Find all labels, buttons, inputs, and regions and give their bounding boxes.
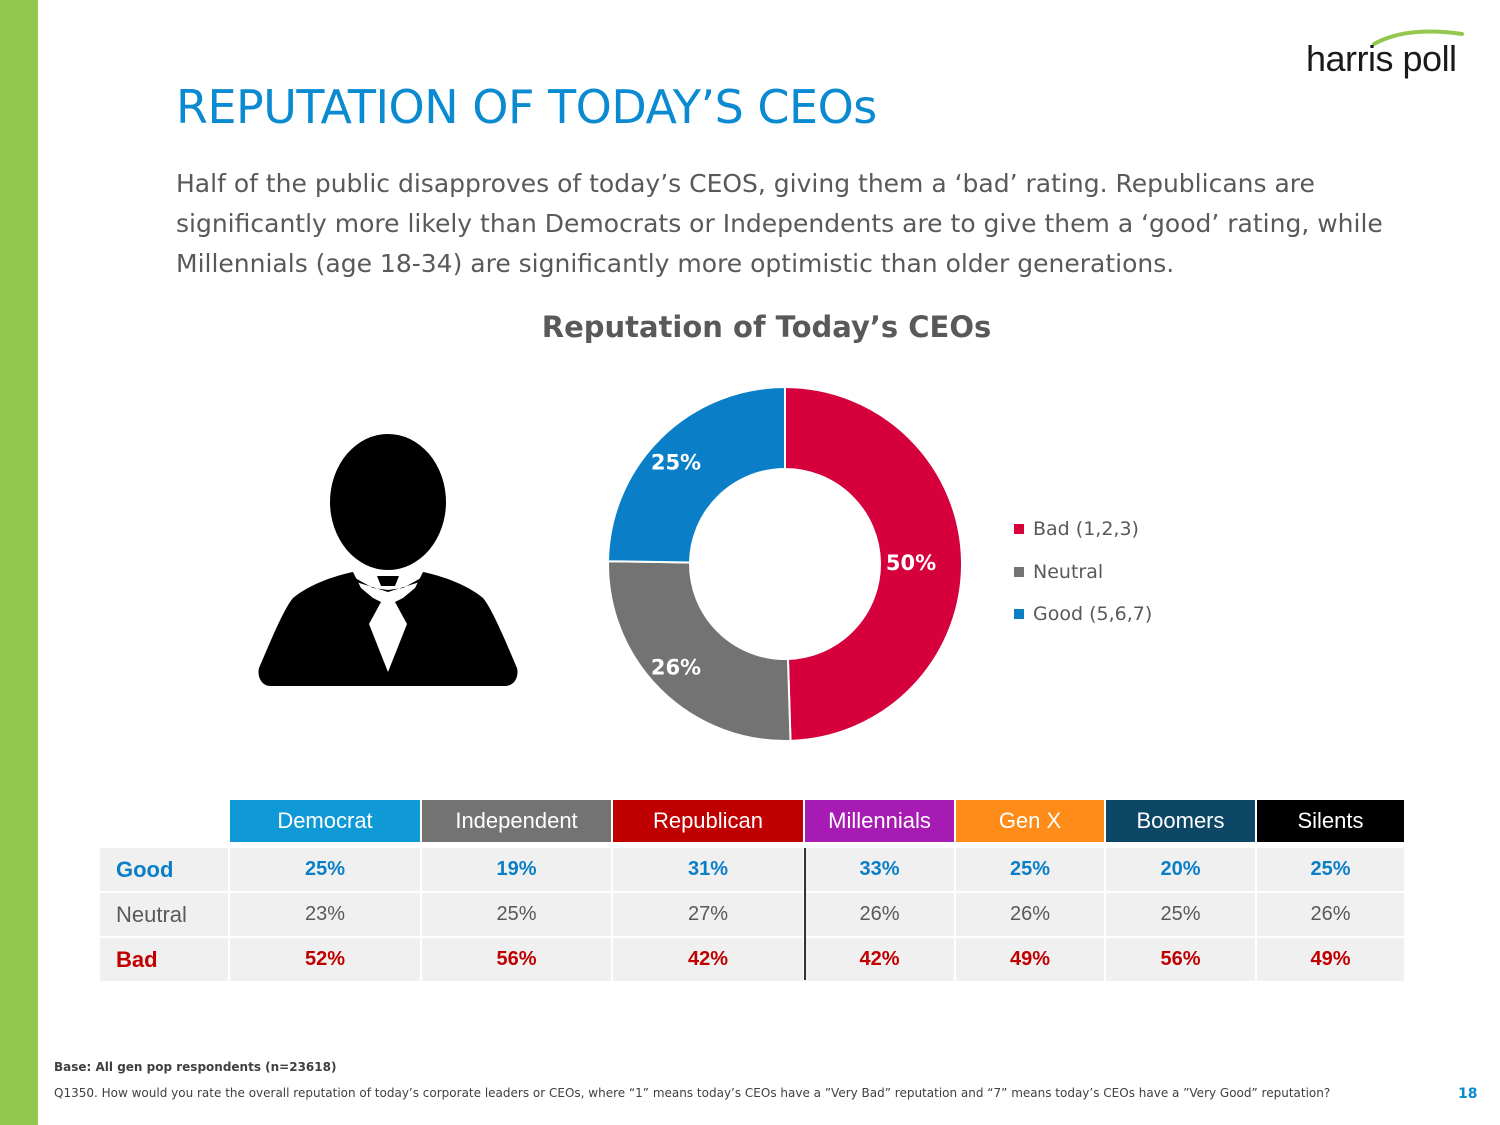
table-cell: 42% <box>805 938 956 981</box>
table-cell: 25% <box>230 848 422 891</box>
legend-item-good: Good (5,6,7) <box>1014 593 1152 636</box>
legend-label-good: Good (5,6,7) <box>1033 603 1153 626</box>
table-cell: 49% <box>956 938 1106 981</box>
legend-item-neutral: Neutral <box>1014 551 1152 594</box>
donut-chart: 50% 26% 25% <box>607 385 963 742</box>
table-cell: 25% <box>1257 848 1406 891</box>
header-boomers: Boomers <box>1106 800 1257 842</box>
footnote-question: Q1350. How would you rate the overall re… <box>54 1086 1331 1100</box>
table-header-row: Democrat Independent Republican Millenni… <box>100 800 1406 842</box>
side-accent-bar <box>0 0 38 1125</box>
table-cell: 20% <box>1106 848 1257 891</box>
legend-label-bad: Bad (1,2,3) <box>1033 518 1139 541</box>
header-millennials: Millennials <box>805 800 956 842</box>
table-cell: 25% <box>422 893 613 936</box>
table-cell: 56% <box>1106 938 1257 981</box>
table-cell: 56% <box>422 938 613 981</box>
slice-neutral <box>607 560 792 742</box>
header-republican: Republican <box>613 800 805 842</box>
row-label-good: Good <box>100 848 230 891</box>
businessman-icon <box>258 434 518 686</box>
row-label-neutral: Neutral <box>100 893 230 936</box>
table-cell: 25% <box>1106 893 1257 936</box>
slice-good <box>607 385 786 564</box>
legend-swatch-bad <box>1014 524 1024 535</box>
header-silents: Silents <box>1257 800 1406 842</box>
header-independent: Independent <box>422 800 613 842</box>
legend-swatch-good <box>1014 609 1024 620</box>
header-gen-x: Gen X <box>956 800 1106 842</box>
header-democrat: Democrat <box>230 800 422 842</box>
table-row-neutral: Neutral 23% 25% 27% 26% 26% 25% 26% <box>100 893 1406 938</box>
table-cell: 26% <box>805 893 956 936</box>
table-cell: 26% <box>956 893 1106 936</box>
row-label-bad: Bad <box>100 938 230 981</box>
table-cell: 25% <box>956 848 1106 891</box>
party-generation-divider <box>804 848 806 980</box>
table-cell: 23% <box>230 893 422 936</box>
logo-text: harris poll <box>1306 38 1457 79</box>
legend-swatch-neutral <box>1014 566 1024 577</box>
footnote-base: Base: All gen pop respondents (n=23618) <box>54 1060 337 1074</box>
segment-table: Democrat Independent Republican Millenni… <box>100 800 1406 983</box>
table-cell: 31% <box>613 848 805 891</box>
slice-label-neutral: 26% <box>651 656 701 680</box>
page-number: 18 <box>1458 1086 1478 1102</box>
page-title: REPUTATION OF TODAY’S CEOs <box>176 80 877 134</box>
chart-legend: Bad (1,2,3) Neutral Good (5,6,7) <box>1014 508 1152 636</box>
table-cell: 49% <box>1257 938 1406 981</box>
slice-bad <box>784 385 963 742</box>
table-row-bad: Bad 52% 56% 42% 42% 49% 56% 49% <box>100 938 1406 983</box>
slice-label-bad: 50% <box>886 551 936 575</box>
legend-item-bad: Bad (1,2,3) <box>1014 508 1152 551</box>
slice-label-good: 25% <box>651 450 701 474</box>
table-row-good: Good 25% 19% 31% 33% 25% 20% 25% <box>100 848 1406 893</box>
table-cell: 33% <box>805 848 956 891</box>
logo-swoosh-icon <box>1372 29 1464 46</box>
chart-title: Reputation of Today’s CEOs <box>541 310 992 344</box>
table-cell: 52% <box>230 938 422 981</box>
table-cell: 42% <box>613 938 805 981</box>
harris-poll-logo: harris poll <box>1306 28 1466 88</box>
legend-label-neutral: Neutral <box>1033 560 1104 583</box>
table-cell: 26% <box>1257 893 1406 936</box>
table-cell: 27% <box>613 893 805 936</box>
page-subtitle: Half of the public disapproves of today’… <box>176 169 1383 278</box>
table-corner <box>100 800 230 842</box>
table-cell: 19% <box>422 848 613 891</box>
